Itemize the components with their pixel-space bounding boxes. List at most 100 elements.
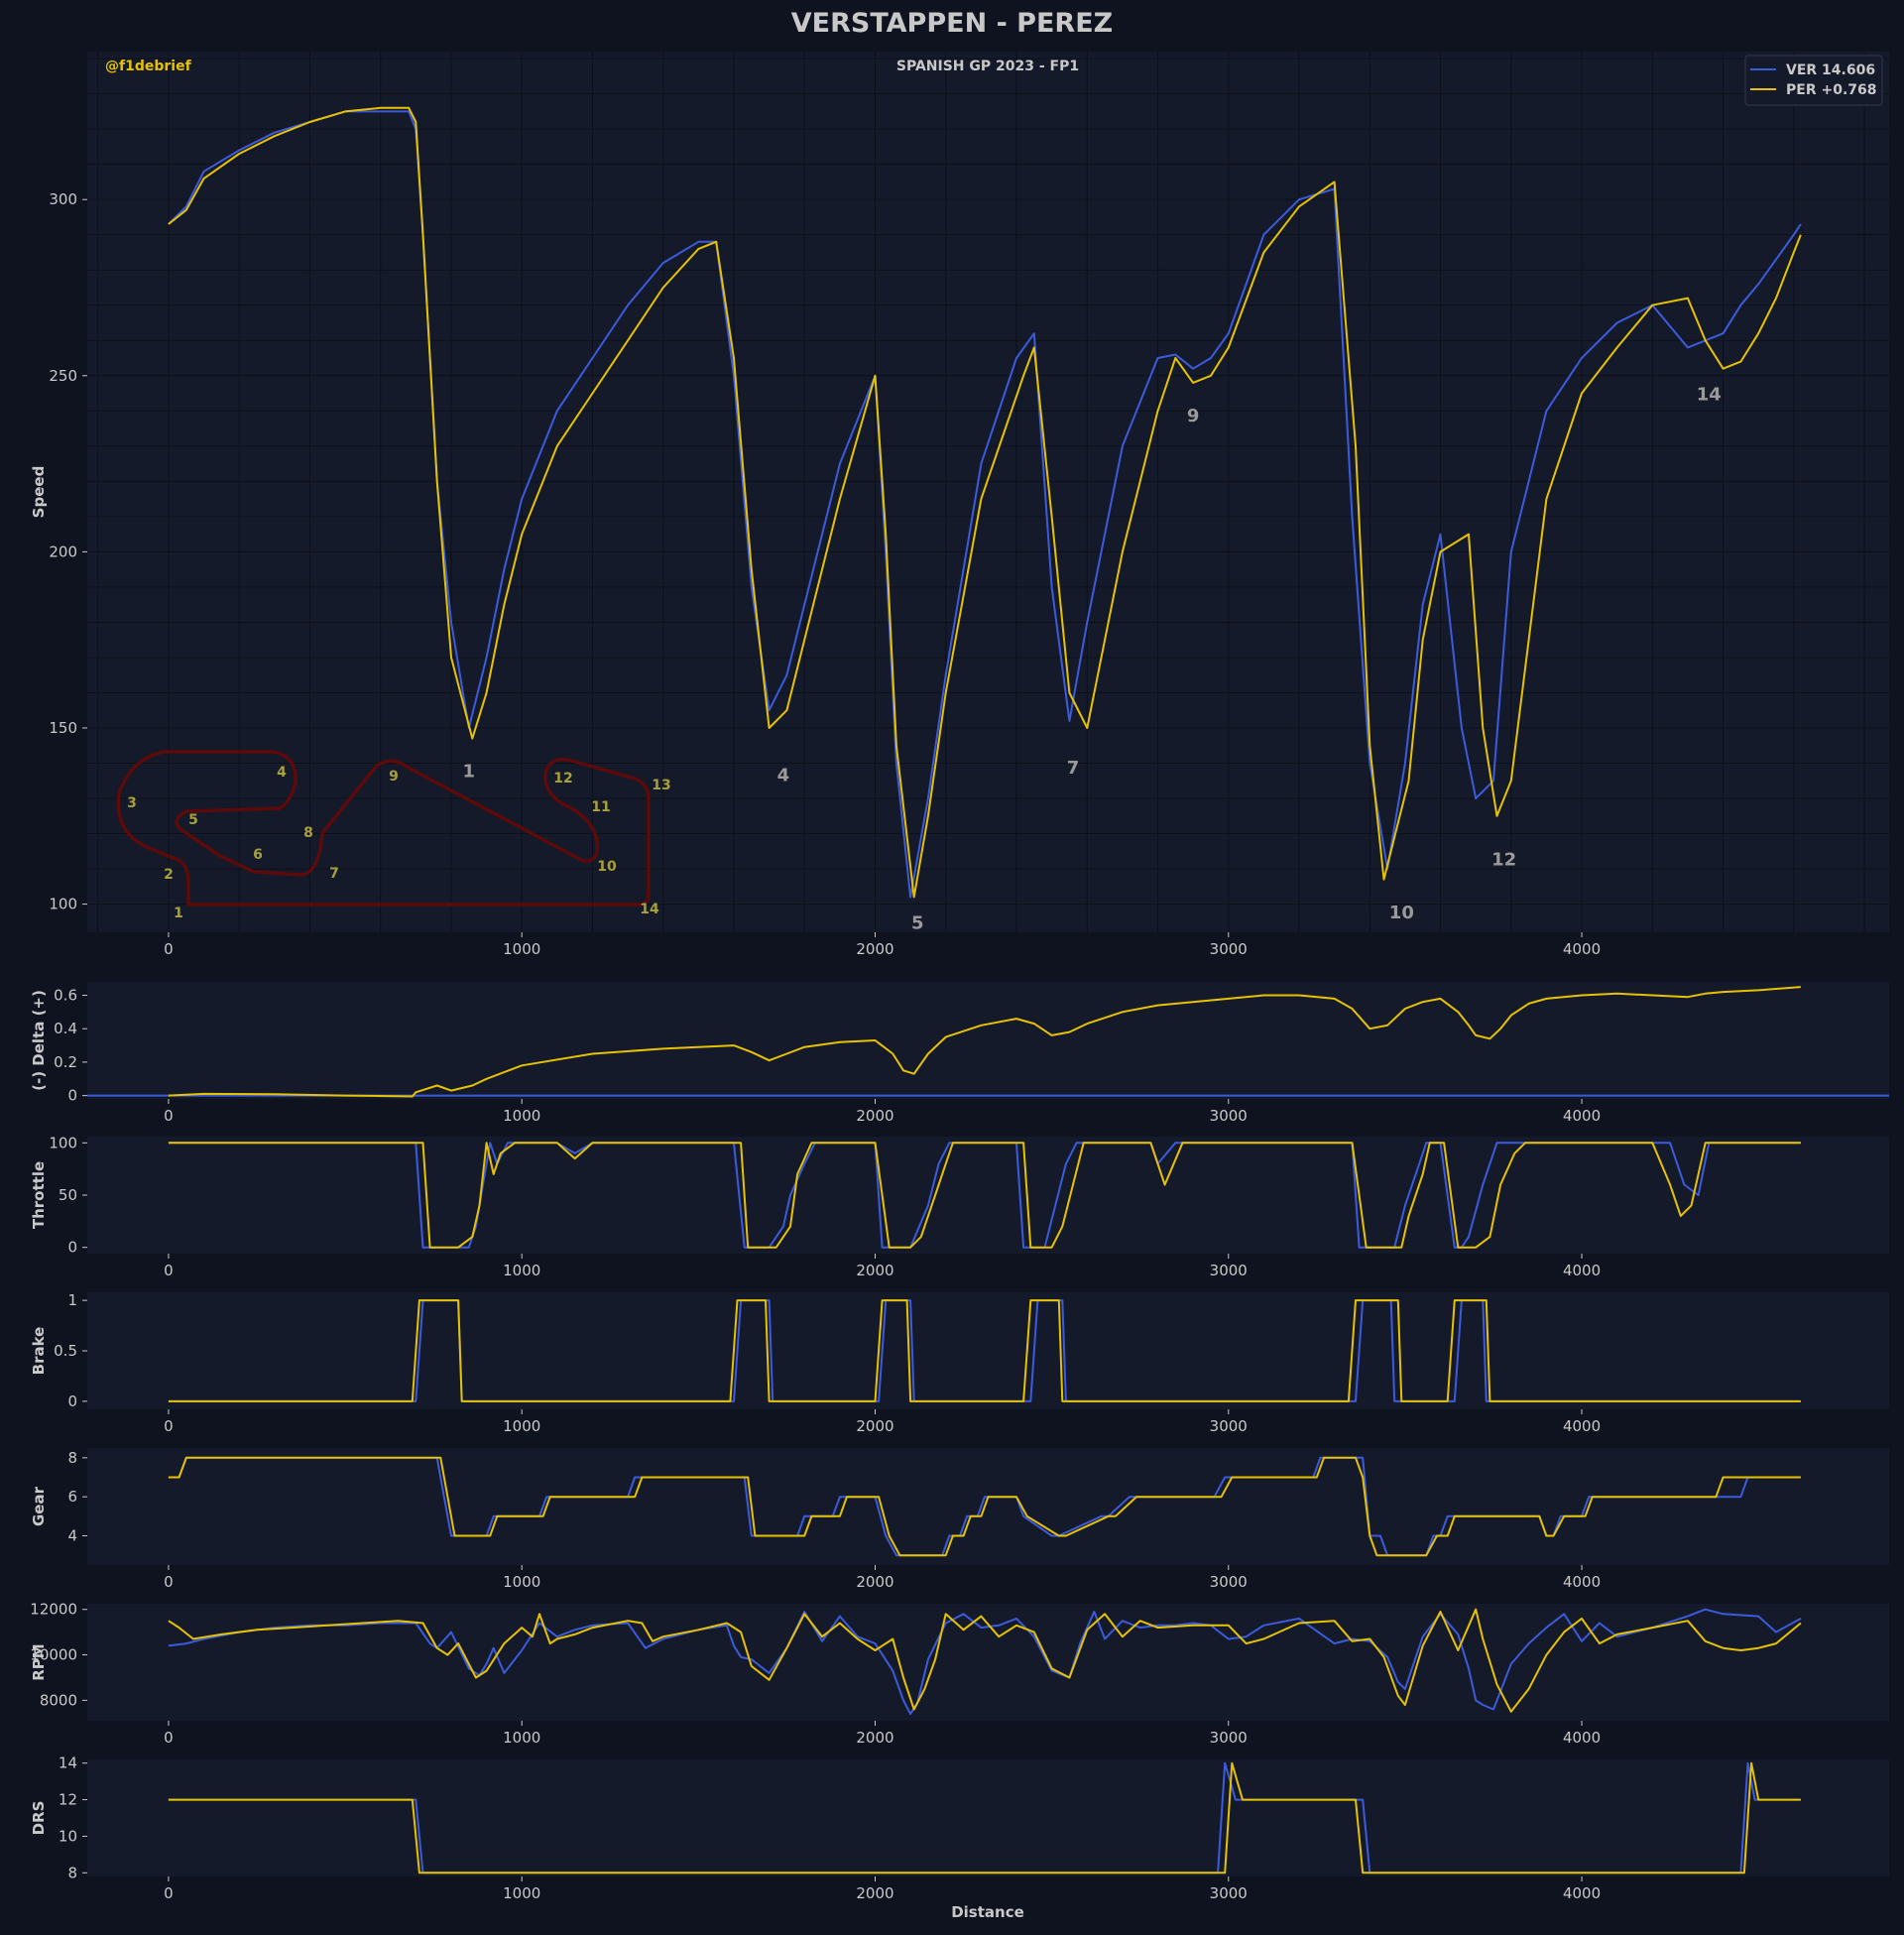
y-tick-label: 1: [67, 1291, 77, 1309]
track-corner-label: 7: [329, 866, 339, 882]
x-tick-label: 3000: [1210, 1884, 1248, 1902]
x-tick-label: 1000: [503, 1262, 540, 1279]
x-tick-label: 1000: [503, 940, 540, 958]
x-tick-label: 0: [164, 1573, 174, 1591]
corner-number: 9: [1187, 406, 1200, 426]
series-line-per: [168, 1761, 1801, 1875]
series-line-per: [168, 106, 1802, 899]
x-tick-label: 3000: [1210, 1417, 1248, 1435]
track-corner-label: 6: [253, 847, 263, 863]
x-tick-label: 2000: [856, 1107, 893, 1125]
track-corner-label: 14: [640, 902, 659, 917]
plot-area: [87, 1604, 1889, 1721]
y-tick-label: 250: [49, 367, 77, 385]
x-tick-label: 2000: [856, 940, 893, 958]
x-tick-label: 3000: [1210, 1729, 1248, 1747]
series-line-per: [168, 1456, 1801, 1557]
y-tick-label: 0: [67, 1239, 77, 1257]
series-line-per: [168, 1608, 1802, 1713]
legend-box: [1744, 55, 1883, 106]
corner-number: 1: [463, 762, 476, 783]
track-corner-label: 12: [553, 771, 572, 786]
x-tick-label: 0: [164, 1417, 174, 1435]
series-line-per: [168, 1299, 1801, 1402]
watermark: @f1debrief: [105, 59, 192, 74]
x-tick-label: 4000: [1563, 1107, 1601, 1125]
x-tick-label: 4000: [1563, 1729, 1601, 1747]
x-tick-label: 4000: [1563, 1884, 1601, 1902]
legend-label-ver: VER 14.606: [1786, 62, 1875, 78]
track-outline: [116, 750, 651, 907]
chart-title: VERSTAPPEN - PEREZ: [790, 8, 1114, 39]
x-tick-label: 1000: [503, 1107, 540, 1125]
x-tick-label: 1000: [503, 1573, 540, 1591]
y-tick-label: 8: [67, 1864, 77, 1881]
x-tick-label: 2000: [856, 1573, 893, 1591]
y-axis-label: Throttle: [30, 1161, 48, 1229]
y-tick-label: 8000: [40, 1691, 77, 1709]
track-corner-label: 10: [597, 859, 617, 875]
track-corner-label: 2: [164, 867, 174, 883]
y-axis-label: Brake: [30, 1327, 48, 1376]
y-axis-label: RPM: [30, 1643, 48, 1680]
y-tick-label: 150: [49, 719, 77, 737]
panel-1: 0 0.2 0.4 0.6 0 1000 2000 3000 4000 (-) Delta (+): [30, 982, 1889, 1125]
y-tick-label: 100: [49, 1134, 77, 1151]
x-tick-label: 4000: [1563, 1573, 1601, 1591]
y-tick-label: 8: [67, 1449, 77, 1467]
x-tick-label: 3000: [1210, 1262, 1248, 1279]
x-tick-label: 0: [164, 940, 174, 958]
track-corner-label: 1: [174, 906, 183, 921]
corner-number: 4: [777, 765, 790, 786]
panel-5: 8000 10000 12000 0 1000 2000 3000 4000 RPM: [30, 1601, 1889, 1747]
corner-number: 5: [911, 912, 924, 933]
y-tick-label: 0.2: [54, 1053, 77, 1071]
panel-4: 4 6 8 0 1000 2000 3000 4000 Gear: [30, 1448, 1889, 1591]
y-tick-label: 0.5: [54, 1342, 77, 1360]
x-tick-label: 3000: [1210, 940, 1248, 958]
plot-area: [87, 1759, 1889, 1876]
plot-area: [87, 1137, 1889, 1254]
x-tick-label: 2000: [856, 1262, 893, 1279]
x-tick-label: 4000: [1563, 1262, 1601, 1279]
x-tick-label: 2000: [856, 1417, 893, 1435]
legend-label-per: PER +0.768: [1786, 82, 1877, 98]
x-tick-label: 1000: [503, 1417, 540, 1435]
track-corner-label: 4: [277, 765, 287, 781]
y-tick-label: 14: [59, 1754, 77, 1772]
y-tick-label: 10000: [30, 1646, 77, 1664]
track-corner-label: 8: [303, 825, 313, 841]
y-tick-label: 0: [67, 1087, 77, 1105]
y-tick-label: 0.6: [54, 986, 77, 1004]
y-axis-label: Gear: [30, 1486, 48, 1526]
x-tick-label: 0: [164, 1262, 174, 1279]
y-tick-label: 50: [59, 1186, 77, 1204]
track-corner-label: 9: [389, 769, 399, 785]
x-axis-label: Distance: [951, 1903, 1024, 1921]
plot-area: [87, 982, 1889, 1099]
series-line-ver: [168, 1608, 1802, 1716]
track-corner-label: 3: [127, 795, 137, 811]
y-tick-label: 200: [49, 543, 77, 560]
x-tick-label: 0: [164, 1884, 174, 1902]
track-corner-label: 11: [591, 799, 610, 815]
x-tick-label: 0: [164, 1107, 174, 1125]
x-tick-label: 4000: [1563, 1417, 1601, 1435]
y-tick-label: 100: [49, 896, 77, 913]
track-corner-label: 13: [652, 778, 670, 793]
y-tick-label: 6: [67, 1488, 77, 1506]
x-tick-label: 2000: [856, 1884, 893, 1902]
corner-number: 7: [1067, 758, 1080, 779]
x-tick-label: 2000: [856, 1729, 893, 1747]
y-tick-label: 4: [67, 1527, 77, 1545]
corner-number: 10: [1389, 903, 1414, 923]
x-tick-label: 0: [164, 1729, 174, 1747]
y-axis-label: DRS: [30, 1801, 48, 1836]
corner-number: 12: [1491, 850, 1516, 871]
series-line-per: [168, 1142, 1801, 1249]
chart-subtitle: SPANISH GP 2023 - FP1: [896, 59, 1079, 74]
panel-6: 8 10 12 14 0 1000 2000 3000 4000 DRS: [30, 1754, 1889, 1902]
